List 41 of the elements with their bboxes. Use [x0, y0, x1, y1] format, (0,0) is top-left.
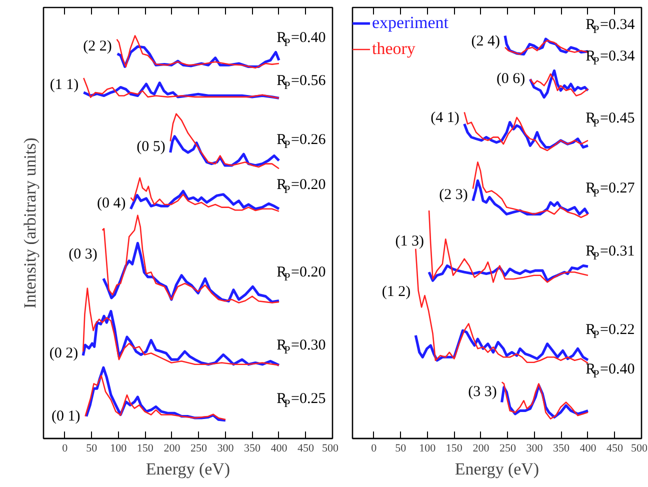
annotation: (0 2): [49, 346, 78, 362]
x-tick-label: 500: [322, 442, 339, 454]
x-tick-label: 400: [580, 442, 597, 454]
x-tick-label: 50: [86, 442, 98, 454]
annotation: (0 5): [136, 138, 166, 155]
x-tick-label: 250: [499, 442, 516, 454]
annotation: (0 1): [52, 408, 80, 424]
annotation: (2 2): [83, 38, 112, 55]
x-tick-label: 500: [631, 442, 648, 454]
x-tick-label: 0: [371, 442, 378, 454]
x-tick-label: 350: [552, 442, 570, 454]
annotation: (1 2): [382, 284, 411, 300]
annotation: (2 3): [439, 186, 468, 203]
x-tick-label: 400: [270, 442, 288, 454]
x-tick-label: 450: [606, 442, 624, 454]
x-tick-label: 300: [217, 442, 234, 454]
y-axis-title: Intensity (arbitrary units): [20, 138, 40, 308]
x-tick-label: 200: [164, 442, 181, 454]
x-axis-title: Energy (eV): [146, 460, 230, 478]
x-tick-label: 100: [110, 442, 128, 454]
x-tick-label: 150: [446, 442, 463, 454]
annotation: (0 4): [96, 195, 126, 212]
annotation: (3 3): [468, 384, 497, 400]
x-tick-label: 0: [62, 442, 68, 454]
annotation: (0 3): [68, 246, 98, 262]
legend-label: theory: [372, 39, 416, 59]
x-tick-label: 250: [190, 442, 208, 454]
x-tick-label: 350: [244, 442, 261, 454]
annotation: (1 1): [50, 77, 79, 94]
x-tick-label: 50: [395, 442, 407, 454]
x-tick-label: 450: [297, 442, 314, 454]
annotation: (0 6): [496, 71, 526, 88]
text: experiment: [372, 13, 448, 33]
x-tick-label: 150: [136, 442, 154, 454]
x-tick-label: 100: [419, 442, 436, 454]
x-tick-label: 300: [526, 442, 544, 454]
annotation: (2 4): [471, 34, 500, 50]
x-axis-title: Energy (eV): [454, 460, 540, 478]
annotation: (1 3): [395, 233, 424, 250]
annotation: (4 1): [430, 110, 460, 126]
x-tick-label: 200: [472, 442, 490, 454]
